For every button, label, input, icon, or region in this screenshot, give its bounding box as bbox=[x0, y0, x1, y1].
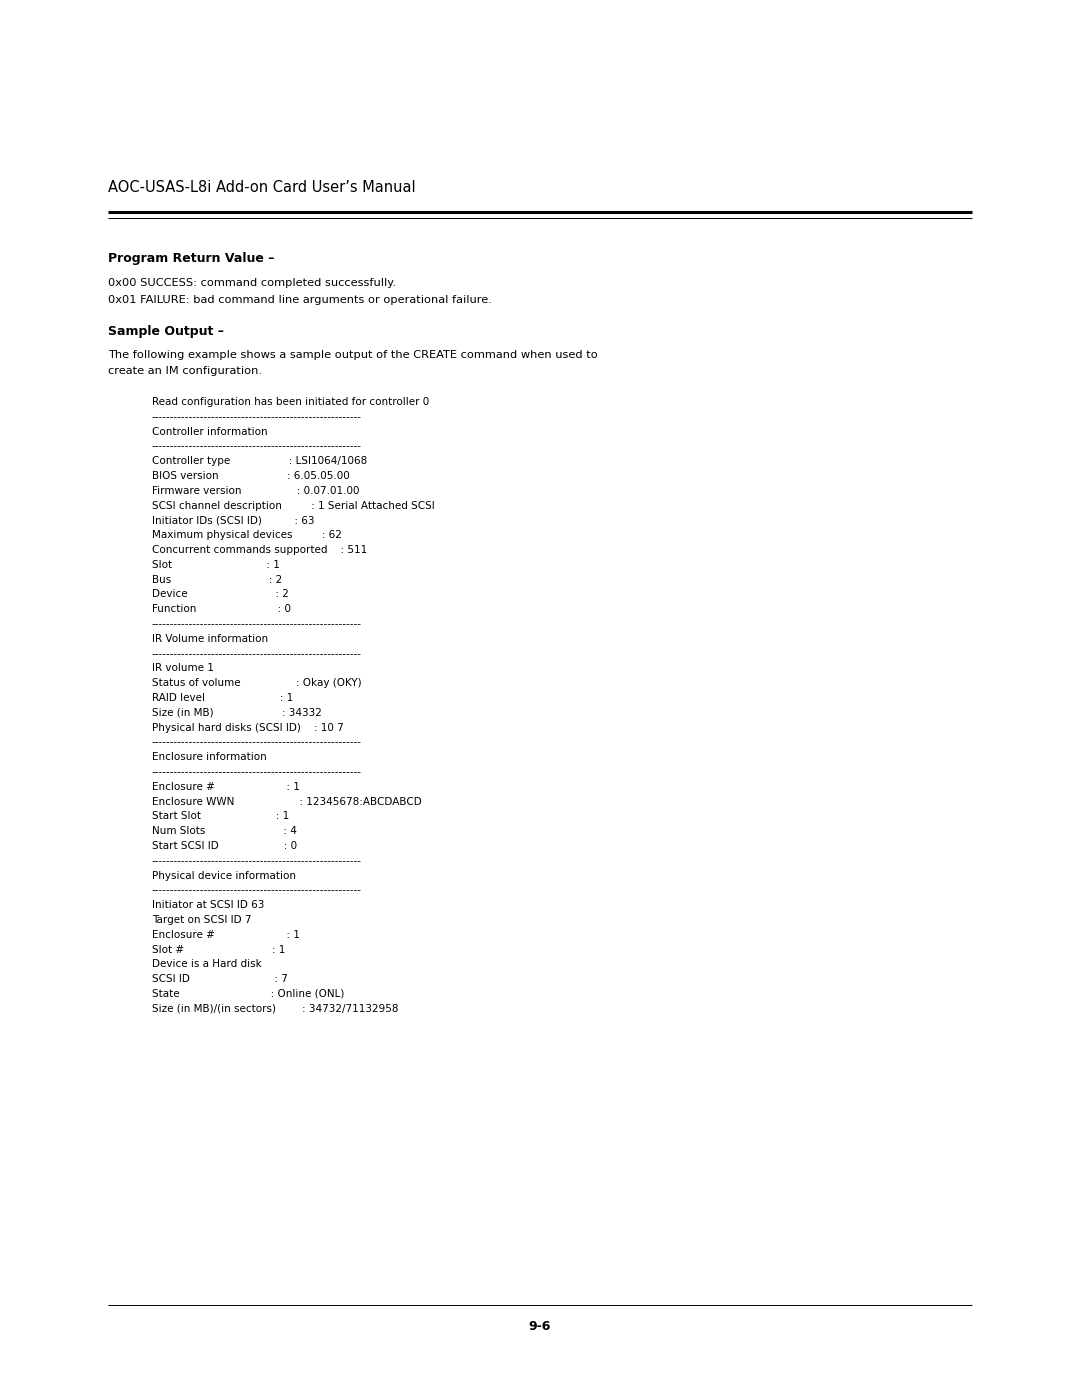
Text: Enclosure information: Enclosure information bbox=[152, 752, 267, 763]
Text: Initiator IDs (SCSI ID)          : 63: Initiator IDs (SCSI ID) : 63 bbox=[152, 515, 314, 525]
Text: Size (in MB)/(in sectors)        : 34732/71132958: Size (in MB)/(in sectors) : 34732/711329… bbox=[152, 1004, 399, 1014]
Text: --------------------------------------------------------: ----------------------------------------… bbox=[152, 767, 362, 777]
Text: Device                           : 2: Device : 2 bbox=[152, 590, 288, 599]
Text: Initiator at SCSI ID 63: Initiator at SCSI ID 63 bbox=[152, 900, 265, 911]
Text: Read configuration has been initiated for controller 0: Read configuration has been initiated fo… bbox=[152, 397, 429, 407]
Text: Target on SCSI ID 7: Target on SCSI ID 7 bbox=[152, 915, 252, 925]
Text: --------------------------------------------------------: ----------------------------------------… bbox=[152, 856, 362, 866]
Text: Bus                              : 2: Bus : 2 bbox=[152, 574, 282, 584]
Text: Concurrent commands supported    : 511: Concurrent commands supported : 511 bbox=[152, 545, 367, 555]
Text: Controller information: Controller information bbox=[152, 426, 268, 437]
Text: Function                         : 0: Function : 0 bbox=[152, 604, 291, 615]
Text: 0x00 SUCCESS: command completed successfully.: 0x00 SUCCESS: command completed successf… bbox=[108, 278, 396, 288]
Text: SCSI ID                          : 7: SCSI ID : 7 bbox=[152, 974, 288, 985]
Text: --------------------------------------------------------: ----------------------------------------… bbox=[152, 412, 362, 422]
Text: Sample Output –: Sample Output – bbox=[108, 326, 224, 338]
Text: Device is a Hard disk: Device is a Hard disk bbox=[152, 960, 261, 970]
Text: Start Slot                       : 1: Start Slot : 1 bbox=[152, 812, 289, 821]
Text: Enclosure #                      : 1: Enclosure # : 1 bbox=[152, 782, 300, 792]
Text: Slot                             : 1: Slot : 1 bbox=[152, 560, 280, 570]
Text: Num Slots                        : 4: Num Slots : 4 bbox=[152, 826, 297, 837]
Text: Firmware version                 : 0.07.01.00: Firmware version : 0.07.01.00 bbox=[152, 486, 360, 496]
Text: Slot #                           : 1: Slot # : 1 bbox=[152, 944, 285, 954]
Text: Start SCSI ID                    : 0: Start SCSI ID : 0 bbox=[152, 841, 297, 851]
Text: IR Volume information: IR Volume information bbox=[152, 634, 268, 644]
Text: Controller type                  : LSI1064/1068: Controller type : LSI1064/1068 bbox=[152, 457, 367, 467]
Text: The following example shows a sample output of the CREATE command when used to: The following example shows a sample out… bbox=[108, 351, 597, 360]
Text: Size (in MB)                     : 34332: Size (in MB) : 34332 bbox=[152, 708, 322, 718]
Text: --------------------------------------------------------: ----------------------------------------… bbox=[152, 648, 362, 658]
Text: State                            : Online (ONL): State : Online (ONL) bbox=[152, 989, 345, 999]
Text: Physical hard disks (SCSI ID)    : 10 7: Physical hard disks (SCSI ID) : 10 7 bbox=[152, 722, 343, 732]
Text: AOC-USAS-L8i Add-on Card User’s Manual: AOC-USAS-L8i Add-on Card User’s Manual bbox=[108, 180, 416, 196]
Text: RAID level                       : 1: RAID level : 1 bbox=[152, 693, 294, 703]
Text: --------------------------------------------------------: ----------------------------------------… bbox=[152, 738, 362, 747]
Text: Status of volume                 : Okay (OKY): Status of volume : Okay (OKY) bbox=[152, 678, 362, 689]
Text: 0x01 FAILURE: bad command line arguments or operational failure.: 0x01 FAILURE: bad command line arguments… bbox=[108, 295, 491, 305]
Text: create an IM configuration.: create an IM configuration. bbox=[108, 366, 262, 376]
Text: SCSI channel description         : 1 Serial Attached SCSI: SCSI channel description : 1 Serial Atta… bbox=[152, 500, 435, 510]
Text: --------------------------------------------------------: ----------------------------------------… bbox=[152, 886, 362, 895]
Text: Enclosure WWN                    : 12345678:ABCDABCD: Enclosure WWN : 12345678:ABCDABCD bbox=[152, 796, 422, 806]
Text: BIOS version                     : 6.05.05.00: BIOS version : 6.05.05.00 bbox=[152, 471, 350, 481]
Text: 9-6: 9-6 bbox=[529, 1320, 551, 1333]
Text: Maximum physical devices         : 62: Maximum physical devices : 62 bbox=[152, 531, 342, 541]
Text: --------------------------------------------------------: ----------------------------------------… bbox=[152, 441, 362, 451]
Text: --------------------------------------------------------: ----------------------------------------… bbox=[152, 619, 362, 629]
Text: IR volume 1: IR volume 1 bbox=[152, 664, 214, 673]
Text: Enclosure #                      : 1: Enclosure # : 1 bbox=[152, 930, 300, 940]
Text: Physical device information: Physical device information bbox=[152, 870, 296, 880]
Text: Program Return Value –: Program Return Value – bbox=[108, 251, 274, 265]
